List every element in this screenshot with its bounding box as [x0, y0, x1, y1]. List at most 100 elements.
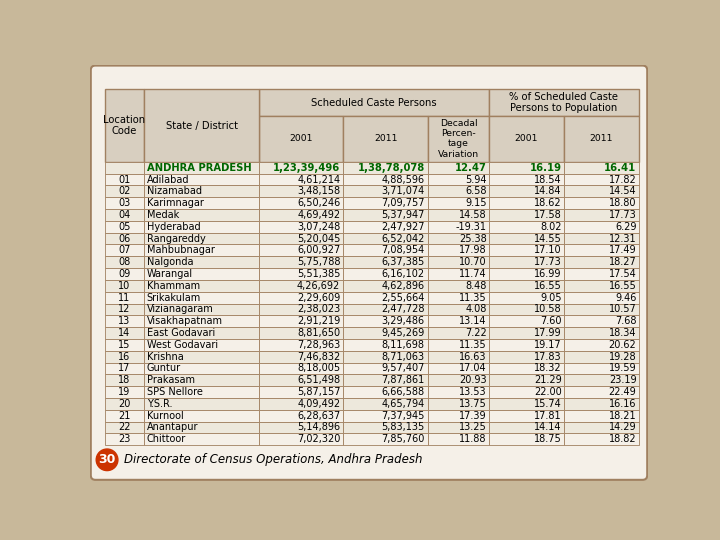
Text: 11.35: 11.35: [459, 293, 487, 302]
Bar: [564, 162, 639, 174]
Text: Srikakulam: Srikakulam: [147, 293, 201, 302]
Text: 16.55: 16.55: [608, 281, 636, 291]
Text: 6,37,385: 6,37,385: [382, 257, 425, 267]
Bar: [564, 434, 639, 445]
Text: Medak: Medak: [147, 210, 179, 220]
Bar: [104, 292, 144, 303]
Bar: [104, 233, 144, 245]
Bar: [104, 221, 144, 233]
Bar: [489, 197, 564, 209]
Text: 22.00: 22.00: [534, 387, 562, 397]
Bar: [428, 362, 489, 374]
Bar: [343, 434, 428, 445]
Bar: [343, 185, 428, 197]
Bar: [564, 339, 639, 350]
Bar: [564, 280, 639, 292]
Text: 5,87,157: 5,87,157: [297, 387, 341, 397]
Bar: [144, 280, 259, 292]
Text: 19.28: 19.28: [608, 352, 636, 362]
Text: 2,38,023: 2,38,023: [297, 305, 341, 314]
Bar: [259, 280, 343, 292]
Text: 6,66,588: 6,66,588: [382, 387, 425, 397]
Text: 7,28,963: 7,28,963: [297, 340, 341, 350]
Bar: [564, 209, 639, 221]
Bar: [564, 116, 639, 162]
Text: 17.04: 17.04: [459, 363, 487, 374]
Text: 8,81,650: 8,81,650: [297, 328, 341, 338]
Bar: [564, 197, 639, 209]
Text: 22: 22: [118, 422, 131, 433]
Bar: [144, 434, 259, 445]
Text: 03: 03: [118, 198, 130, 208]
Text: 6.29: 6.29: [615, 222, 636, 232]
Text: 16.16: 16.16: [609, 399, 636, 409]
Bar: [144, 410, 259, 422]
Bar: [144, 303, 259, 315]
Text: 9.15: 9.15: [465, 198, 487, 208]
Text: 22.49: 22.49: [608, 387, 636, 397]
Bar: [259, 434, 343, 445]
Bar: [428, 315, 489, 327]
Text: 4,26,692: 4,26,692: [297, 281, 341, 291]
Bar: [104, 303, 144, 315]
Bar: [144, 245, 259, 256]
Bar: [144, 339, 259, 350]
Bar: [489, 422, 564, 434]
Bar: [428, 339, 489, 350]
Text: 4,65,794: 4,65,794: [382, 399, 425, 409]
Bar: [489, 350, 564, 362]
Text: 06: 06: [118, 234, 130, 244]
Bar: [343, 280, 428, 292]
Text: 17.39: 17.39: [459, 410, 487, 421]
Bar: [144, 256, 259, 268]
Text: West Godavari: West Godavari: [147, 340, 217, 350]
Bar: [144, 174, 259, 185]
Text: 19.17: 19.17: [534, 340, 562, 350]
Text: Decadal
Percen-
tage
Variation: Decadal Percen- tage Variation: [438, 119, 479, 159]
Text: 21.29: 21.29: [534, 375, 562, 385]
FancyBboxPatch shape: [91, 65, 647, 480]
Bar: [343, 386, 428, 398]
Bar: [489, 362, 564, 374]
Bar: [428, 327, 489, 339]
Bar: [489, 221, 564, 233]
Text: Guntur: Guntur: [147, 363, 181, 374]
Text: State / District: State / District: [166, 120, 238, 131]
Text: 3,29,486: 3,29,486: [382, 316, 425, 326]
Text: 8,18,005: 8,18,005: [297, 363, 341, 374]
Bar: [428, 398, 489, 410]
Text: 4,61,214: 4,61,214: [297, 174, 341, 185]
Text: Directorate of Census Operations, Andhra Pradesh: Directorate of Census Operations, Andhra…: [124, 453, 423, 467]
Bar: [428, 197, 489, 209]
Bar: [144, 90, 259, 162]
Text: 5,37,947: 5,37,947: [382, 210, 425, 220]
Text: 7.68: 7.68: [615, 316, 636, 326]
Text: 9.46: 9.46: [615, 293, 636, 302]
Bar: [489, 245, 564, 256]
Text: Visakhapatnam: Visakhapatnam: [147, 316, 222, 326]
Text: SPS Nellore: SPS Nellore: [147, 387, 202, 397]
Bar: [564, 350, 639, 362]
Text: 18.34: 18.34: [609, 328, 636, 338]
Text: Anantapur: Anantapur: [147, 422, 198, 433]
Bar: [259, 422, 343, 434]
Text: 12.47: 12.47: [455, 163, 487, 173]
Text: 18.75: 18.75: [534, 434, 562, 444]
Bar: [104, 434, 144, 445]
Text: 3,71,074: 3,71,074: [382, 186, 425, 197]
Text: Karimnagar: Karimnagar: [147, 198, 204, 208]
Text: -19.31: -19.31: [456, 222, 487, 232]
Text: 25.38: 25.38: [459, 234, 487, 244]
Bar: [104, 256, 144, 268]
Text: Prakasam: Prakasam: [147, 375, 194, 385]
Bar: [144, 315, 259, 327]
Bar: [428, 174, 489, 185]
Text: 14.14: 14.14: [534, 422, 562, 433]
Bar: [343, 327, 428, 339]
Bar: [343, 209, 428, 221]
Bar: [104, 280, 144, 292]
Text: Khammam: Khammam: [147, 281, 199, 291]
Text: 1,23,39,496: 1,23,39,496: [273, 163, 341, 173]
Text: 3,48,158: 3,48,158: [297, 186, 341, 197]
Bar: [343, 116, 428, 162]
